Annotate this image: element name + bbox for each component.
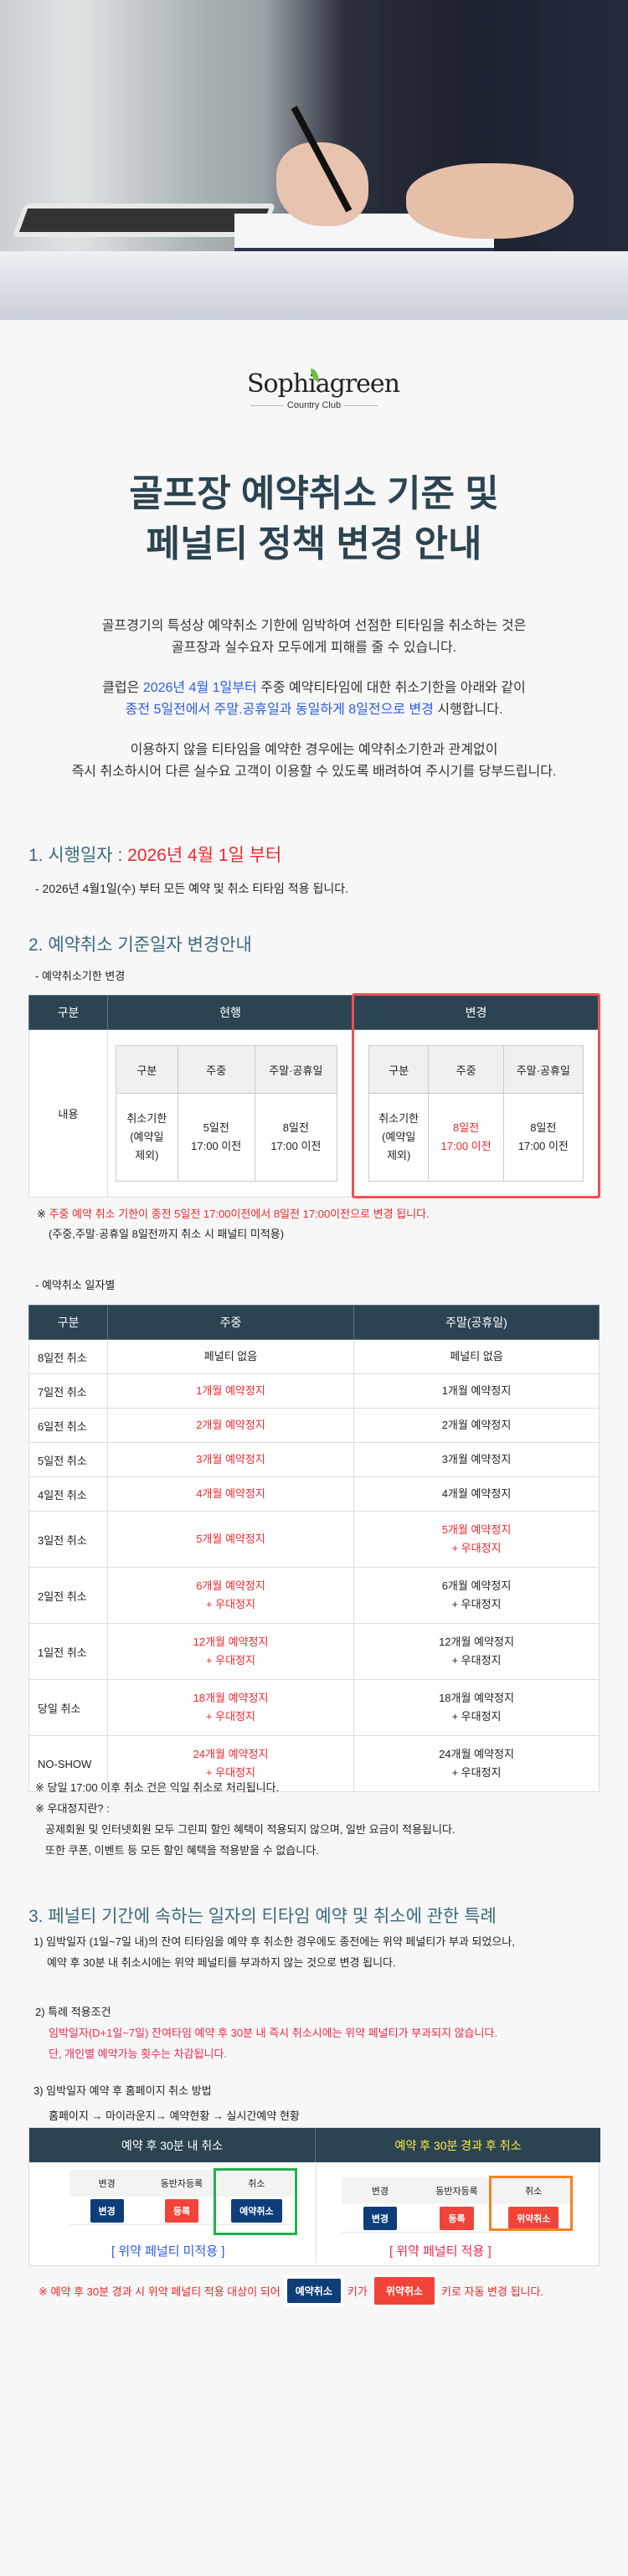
sub-heading-deadline: - 예약취소기한 변경 [35,970,126,982]
leaf-icon [311,368,319,382]
change-button[interactable]: 변경 [90,2198,124,2223]
after-30min-example: 변경 동반자등록 취소 변경 등록 위약취소 [342,2177,572,2233]
green-highlight-box [214,2168,297,2235]
section-2-heading: 2. 예약취소 기준일자 변경안내 [28,935,252,955]
weekend-cell: 3개월 예약정지 [353,1442,600,1477]
page-title: 골프장 예약취소 기준 및 페널티 정책 변경 안내 [129,473,499,564]
deadline-change-table: 구분 현행 변경 내용 구분 주중 주말·공휴일 취소기한 (예약일 제외) 5일전 17:… [28,995,600,1198]
inner-header: 주중 [428,1045,504,1094]
row-label: 8일전 취소 [28,1339,108,1374]
footnote: ※ 예약 후 30분 경과 시 위약 페널티 적용 대상이 되어 예약취소 키가… [39,2274,543,2308]
inner-header: 주중 [177,1045,255,1094]
row-label: 4일전 취소 [28,1476,108,1512]
weekday-cell: 6개월 예약정지 + 우대정지 [107,1567,354,1624]
inner-cell: 8일전 17:00 이전 [254,1093,338,1182]
cancel-method-box: 예약 후 30분 내 취소 예약 후 30분 경과 후 취소 변경 동반자등록 취소… [28,2127,600,2266]
weekend-cell: 12개월 예약정지 + 우대정지 [353,1623,600,1680]
reservation-cancel-key: 예약취소 [286,2279,341,2303]
register-button[interactable]: 등록 [164,2198,199,2223]
changed-policy-table: 구분 주중 주말·공휴일 취소기한 (예약일 제외) 8일전 17:00 이전 8일전 1… [368,1045,584,1182]
weekday-cell: 24개월 예약정지 + 우대정지 [107,1735,354,1792]
weekday-cell: 2개월 예약정지 [107,1408,354,1443]
row-label: 1일전 취소 [28,1623,108,1680]
row-label: 2일전 취소 [28,1567,108,1624]
weekend-cell: 페널티 없음 [353,1339,600,1374]
inner-cell: 취소기한 (예약일 제외) [368,1093,430,1182]
sub-heading-by-day: - 예약취소 일자별 [35,1279,116,1291]
section-3-heading: 3. 페널티 기간에 속하는 일자의 티타임 예약 및 취소에 관한 특례 [28,1907,497,1926]
row-label: 당일 취소 [28,1679,108,1736]
table-row: 8일전 취소 페널티 없음 페널티 없음 [28,1339,600,1374]
weekend-cell: 2개월 예약정지 [353,1408,600,1443]
section-3-item-2: 2) 특례 적용조건 임박일자(D+1일~7일) 잔여타임 예약 후 30분 내… [35,2006,498,2060]
row-label: 5일전 취소 [28,1442,108,1477]
orange-highlight-box [489,2176,573,2231]
table-row: NO-SHOW 24개월 예약정지 + 우대정지 24개월 예약정지 + 우대정지 [28,1735,600,1792]
weekend-cell: 5개월 예약정지 + 우대정지 [353,1511,600,1568]
table-row: 3일전 취소 5개월 예약정지 5개월 예약정지 + 우대정지 [28,1511,600,1568]
inner-header: 주말·공휴일 [502,1045,584,1094]
inner-header: 구분 [368,1045,430,1094]
sophiagreen-logo: Sophiagreen Country Club [247,368,400,410]
table-row: 2일전 취소 6개월 예약정지 + 우대정지 6개월 예약정지 + 우대정지 [28,1567,600,1624]
weekday-cell: 3개월 예약정지 [107,1442,354,1477]
table-row: 6일전 취소 2개월 예약정지 2개월 예약정지 [28,1408,600,1443]
register-button[interactable]: 등록 [440,2206,474,2230]
weekday-cell: 5개월 예약정지 [107,1511,354,1568]
inner-cell: 8일전 17:00 이전 [428,1093,504,1182]
intro-text: 골프경기의 특성상 예약취소 기한에 임박하여 선점한 티타임을 취소하는 것은… [71,619,557,779]
inner-cell: 8일전 17:00 이전 [502,1093,584,1182]
hero-photo [0,0,628,320]
table-row: 당일 취소 18개월 예약정지 + 우대정지 18개월 예약정지 + 우대정지 [28,1679,600,1736]
weekend-cell: 18개월 예약정지 + 우대정지 [353,1679,600,1736]
section-3-item-3: 3) 임박일자 예약 후 홈페이지 취소 방법 홈페이지 → 마이라운지→ 예약현… [33,2084,300,2122]
weekday-cell: 4개월 예약정지 [107,1476,354,1512]
inner-header: 구분 [116,1045,178,1094]
weekday-cell: 12개월 예약정지 + 우대정지 [107,1623,354,1680]
penalty-cancel-key: 위약취소 [373,2277,435,2305]
penalty-by-day-table: 구분 주중 주말(공휴일) 8일전 취소 페널티 없음 페널티 없음 7일전 취소 1개월 … [28,1305,600,1792]
row-label: 3일전 취소 [28,1511,108,1568]
changed-highlight-box [352,993,600,1198]
section-3-item-1: 1) 임박일자 (1일~7일 내)의 잔여 티타임을 예약 후 취소한 경우에도… [33,1935,515,1969]
table-row: 4일전 취소 4개월 예약정지 4개월 예약정지 [28,1476,600,1512]
section-1-text: - 2026년 4월1일(수) 부터 모든 예약 및 취소 티타임 적용 됩니다… [35,882,348,895]
weekend-cell: 1개월 예약정지 [353,1373,600,1409]
note-deadline: ※ 주중 예약 취소 기한이 종전 5일전 17:00이전에서 8일전 17:0… [37,1208,430,1240]
change-button[interactable]: 변경 [363,2206,397,2230]
weekend-cell: 24개월 예약정지 + 우대정지 [353,1735,600,1792]
within-30min-example: 변경 동반자등록 취소 변경 등록 예약취소 [69,2170,294,2225]
inner-cell: 취소기한 (예약일 제외) [116,1093,178,1182]
notes: ※ 당일 17:00 이후 취소 건은 익일 취소로 처리됩니다. ※ 우대정지란… [35,1781,456,1857]
inner-cell: 5일전 17:00 이전 [177,1093,255,1182]
weekend-cell: 4개월 예약정지 [353,1476,600,1512]
inner-header: 주말·공휴일 [254,1045,338,1094]
table-row: 7일전 취소 1개월 예약정지 1개월 예약정지 [28,1373,600,1409]
penalty-cancel-button[interactable]: 위약취소 [507,2206,559,2230]
weekday-cell: 1개월 예약정지 [107,1373,354,1409]
weekday-cell: 18개월 예약정지 + 우대정지 [107,1679,354,1736]
reservation-cancel-button[interactable]: 예약취소 [231,2198,282,2223]
row-label: 6일전 취소 [28,1408,108,1443]
table-row: 5일전 취소 3개월 예약정지 3개월 예약정지 [28,1442,600,1477]
weekday-cell: 페널티 없음 [107,1339,354,1374]
row-label: 7일전 취소 [28,1373,108,1409]
weekend-cell: 6개월 예약정지 + 우대정지 [353,1567,600,1624]
table-row: 1일전 취소 12개월 예약정지 + 우대정지 12개월 예약정지 + 우대정지 [28,1623,600,1680]
section-1-heading: 1. 시행일자 : 2026년 4월 1일 부터 [28,846,282,865]
